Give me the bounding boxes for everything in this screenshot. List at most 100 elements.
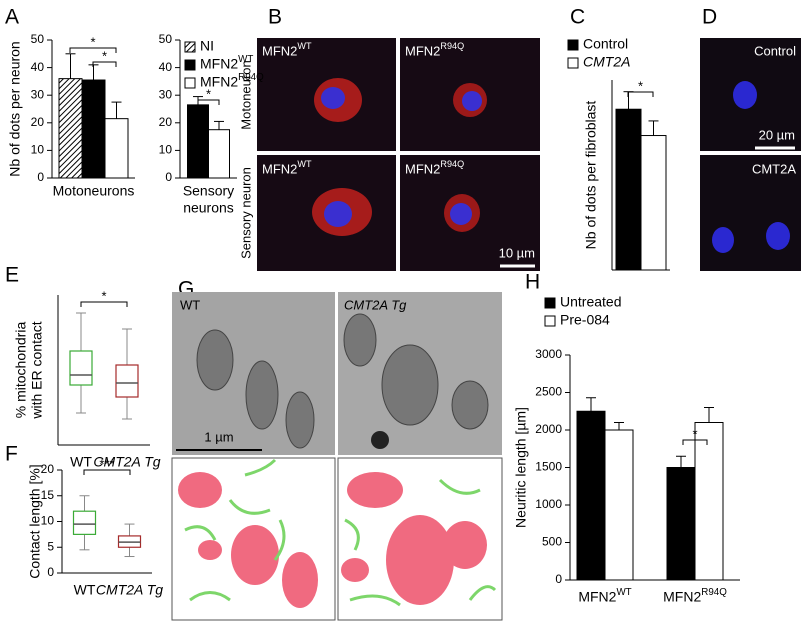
y-tick-label: 15 <box>41 488 55 502</box>
mitochondrion <box>381 344 439 426</box>
legend-label: Pre-084 <box>560 312 610 328</box>
legend-swatch <box>544 315 556 327</box>
scale-label: 10 µm <box>499 245 535 260</box>
y-axis-label: Contact length [%] <box>27 464 43 578</box>
x-tick-label: WT <box>70 454 92 470</box>
panel-g: G WT CMT2A Tg 1 µm <box>171 278 503 621</box>
y-tick-label: 1000 <box>535 497 562 511</box>
legend-swatch <box>184 41 196 53</box>
panel-letter: D <box>702 6 717 29</box>
box <box>115 364 139 398</box>
significance-bracket <box>69 47 117 53</box>
significance: * <box>638 78 643 93</box>
bar <box>104 118 129 179</box>
y-tick-label: 20 <box>159 115 173 129</box>
row-label: Sensory neuron <box>238 167 253 259</box>
y-tick-label: 5 <box>47 539 54 553</box>
bar <box>187 104 209 179</box>
y-axis-label: with ER contact <box>29 321 45 419</box>
legend-label: NI <box>200 38 214 54</box>
mito-shape <box>443 521 487 569</box>
mitochondrion <box>245 360 279 430</box>
tile-label: Control <box>754 43 796 58</box>
y-tick-label: 0 <box>47 565 54 579</box>
mitochondrion <box>451 380 489 430</box>
y-axis-label: Nb of dots per neuron <box>7 41 23 176</box>
micrograph <box>700 155 801 271</box>
panel-d: D Control CMT2A 20 µm <box>700 6 801 271</box>
legend-swatch <box>184 59 196 71</box>
bar <box>666 467 696 581</box>
y-tick-label: 2000 <box>535 422 562 436</box>
x-tick-label: WT <box>74 582 96 598</box>
mito-shape <box>198 540 222 560</box>
bar <box>694 422 724 581</box>
chart: C Nb of dots per fibroblast * Control CMT2A <box>567 6 670 271</box>
legend-swatch <box>567 39 579 51</box>
y-tick-label: 20 <box>41 462 55 476</box>
significance: * <box>692 426 697 441</box>
x-tick-label: CMT2A Tg <box>96 582 163 598</box>
y-axis-label: % mitochondria <box>13 322 29 419</box>
panel-letter: B <box>268 6 282 29</box>
significance-bracket <box>80 301 128 307</box>
x-axis-label: Sensory <box>183 183 234 199</box>
y-tick-label: 40 <box>31 60 45 74</box>
nucleus <box>733 81 757 109</box>
significance: * <box>206 86 211 101</box>
panel-b: B MFN2WT MFN2R94Q MFN2WT MFN2R94Q Motone… <box>238 6 540 271</box>
x-axis-label: Motoneurons <box>53 183 135 199</box>
y-tick-label: 20 <box>31 115 45 129</box>
nucleus <box>462 91 482 111</box>
mito-shape <box>386 515 454 605</box>
legend-label: CMT2A <box>583 54 630 70</box>
y-tick-label: 10 <box>159 143 173 157</box>
nucleus <box>450 203 472 225</box>
y-tick-label: 1500 <box>535 460 562 474</box>
mitochondrion <box>343 313 377 367</box>
bar <box>615 108 642 271</box>
box <box>69 350 93 386</box>
bar <box>208 129 230 179</box>
y-tick-label: 500 <box>542 535 562 549</box>
significance-bracket <box>682 439 708 445</box>
y-tick-label: 40 <box>159 60 173 74</box>
scale-label: 20 µm <box>759 127 795 142</box>
y-tick-label: 0 <box>165 170 172 184</box>
significance: * <box>102 48 107 63</box>
panel-letter: C <box>570 6 585 29</box>
significance: * <box>90 34 95 49</box>
mitochondrion <box>285 391 315 449</box>
panel-letter: H <box>525 271 540 294</box>
y-tick-label: 3000 <box>535 347 562 361</box>
tile-label: CMT2A <box>752 161 796 176</box>
y-tick-label: 10 <box>41 514 55 528</box>
chart: E % mitochondria with ER contact WT CMT2A Tg… <box>5 264 161 470</box>
x-tick-label: CMT2A Tg <box>93 454 160 470</box>
er-strands <box>184 458 497 607</box>
legend-swatch <box>184 77 196 89</box>
x-axis-label: neurons <box>183 200 234 216</box>
mito-shape <box>178 472 222 508</box>
box <box>72 510 97 535</box>
significance-bracket <box>627 91 654 97</box>
y-tick-label: 0 <box>555 572 562 586</box>
mito-shape <box>231 525 279 585</box>
mito-shape <box>282 552 318 608</box>
legend-swatch <box>544 297 556 309</box>
legend-label: Untreated <box>560 294 621 310</box>
y-tick-label: 10 <box>31 143 45 157</box>
bar <box>58 78 83 179</box>
y-axis-label: Nb of dots per fibroblast <box>583 101 599 250</box>
x-tick-label: MFN2WT <box>578 587 631 605</box>
panel-letter: E <box>5 264 19 287</box>
y-tick-label: 2500 <box>535 385 562 399</box>
nucleus <box>324 201 352 227</box>
panel-letter: F <box>5 443 18 466</box>
legend-label: Control <box>583 36 628 52</box>
y-tick-label: 50 <box>31 32 45 46</box>
bar <box>604 429 634 581</box>
chart: H 0 500 1000 1500 2000 2500 3000 Neuritic length… <box>513 271 740 605</box>
